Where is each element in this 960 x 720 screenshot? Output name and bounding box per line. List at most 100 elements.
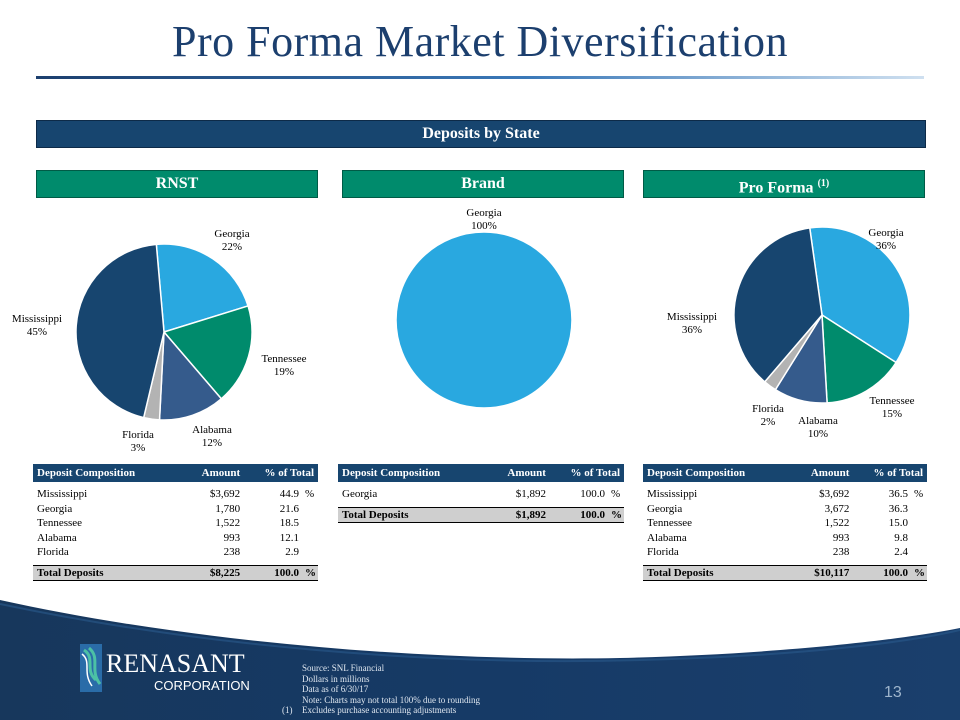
row-state: Tennessee [647,517,693,530]
table-row: Georgia $1,892 100.0% [338,487,624,502]
table-header-row: Deposit Composition Amount% of Total [33,464,318,482]
row-state: Mississippi [647,488,698,501]
total-pct: 100.0 [549,506,609,523]
proforma-header-label: Pro Forma [738,179,818,197]
rnst-slice-mississippi [75,243,165,419]
row-state: Florida [37,546,69,559]
total-amount: $1,892 [485,506,550,523]
proforma-label-florida: Florida [752,403,784,415]
rnst-pct-florida: 3% [131,442,146,454]
note-marker: (1) [282,705,293,715]
row-pct-sign: % [611,488,621,501]
header-amount: Amount [485,464,550,482]
proforma-slice-mississippi [733,227,823,383]
total-pct: 100.0 [853,564,912,581]
row-pct-sign [303,502,318,517]
total-label: Total Deposits [643,564,790,581]
row-pct-sign [912,531,927,546]
row-pct: 44.9 [279,488,299,501]
brand-column-header: Brand [342,170,624,198]
proforma-slice-tennessee [821,313,898,404]
rnst-header-label: RNST [155,175,199,192]
brand-label-georgia: Georgia [466,207,501,219]
total-row: Total Deposits $1,892 100.0% [338,506,624,523]
table-row: Mississippi $3,692 44.9% [33,487,318,502]
rnst-label-alabama: Alabama [192,424,232,436]
note-source: Source: SNL Financial [302,663,385,673]
table-row: Alabama 993 9.8 [643,531,927,546]
total-amount: $10,117 [789,564,854,581]
proforma-pct-tennessee: 15% [882,408,902,420]
row-pct-sign [303,516,318,531]
table-row: Tennessee 1,522 18.5 [33,516,318,531]
rnst-deposit-table: Deposit Composition Amount% of Total Missi… [33,464,318,581]
footer-wave [0,600,960,720]
rnst-label-tennessee: Tennessee [261,353,306,365]
note-units: Dollars in millions [302,673,370,684]
table-row: Georgia 1,780 21.6 [33,502,318,517]
header-pct-of-total: % of Total [244,464,318,482]
row-amount: 1,522 [824,517,850,530]
row-pct: 2.9 [285,546,299,559]
row-pct: 100.0 [580,488,605,501]
row-state: Florida [647,546,679,559]
logo-wordmark: RENASANT [106,649,245,678]
row-amount: 1,780 [215,502,241,515]
page-title: Pro Forma Market Diversification [172,17,788,66]
rnst-pct-tennessee: 19% [274,366,294,378]
proforma-label-mississippi: Mississippi [667,311,717,323]
rnst-pct-georgia: 22% [222,241,242,253]
row-pct: 36.3 [888,502,908,515]
table-row: Tennessee 1,522 15.0 [643,516,927,531]
row-amount: 238 [832,546,850,559]
row-state: Georgia [647,502,683,515]
table-header-row: Deposit Composition Amount% of Total [643,464,927,482]
header-deposit-composition: Deposit Composition [338,464,486,482]
row-pct-sign [303,545,318,560]
row-amount: 1,522 [215,517,241,530]
rnst-column-header: RNST [36,170,318,198]
renasant-logo: RENASANT CORPORATION [80,644,250,693]
row-pct: 2.4 [894,546,908,559]
footnotes: Source: SNL Financial Dollars in million… [282,663,480,716]
proforma-pct-alabama: 10% [808,428,828,440]
row-state: Alabama [37,531,77,544]
table-row: Georgia 3,672 36.3 [643,502,927,517]
proforma-pct-mississippi: 36% [682,324,702,336]
header-amount: Amount [789,464,854,482]
table-row: Mississippi $3,692 36.5% [643,487,927,502]
row-amount: $1,892 [515,488,546,501]
total-label: Total Deposits [33,564,180,581]
rnst-label-georgia: Georgia [214,228,249,240]
row-amount: 993 [832,531,850,544]
row-pct: 21.6 [279,502,299,515]
row-pct-sign [912,502,927,517]
proforma-label-alabama: Alabama [798,415,838,427]
rnst-slice-georgia [155,243,249,333]
total-pct-sign: % [609,506,624,523]
table-header-row: Deposit Composition Amount% of Total [338,464,624,482]
proforma-header-footnote: (1) [817,178,830,189]
row-pct-sign [912,545,927,560]
total-row: Total Deposits $10,117 100.0% [643,564,927,581]
header-pct-of-total: % of Total [853,464,927,482]
table-row: Alabama 993 12.1 [33,531,318,546]
brand-pct-georgia: 100% [471,220,497,232]
row-amount: 3,672 [824,502,850,515]
row-state: Alabama [647,531,687,544]
proforma-pct-florida: 2% [761,416,776,428]
row-state: Georgia [37,502,73,515]
proforma-column-header: Pro Forma (1) [643,170,925,198]
brand-deposit-table: Deposit Composition Amount% of Total Georg… [338,464,624,523]
title-underline [36,76,924,79]
brand-header-label: Brand [461,175,505,192]
rnst-label-mississippi: Mississippi [12,313,62,325]
row-pct: 15.0 [888,517,908,530]
row-amount: 993 [223,531,241,544]
proforma-pct-georgia: 36% [876,240,896,252]
total-label: Total Deposits [338,506,486,523]
rnst-slice-alabama [158,330,223,421]
header-pct-of-total: % of Total [549,464,624,482]
